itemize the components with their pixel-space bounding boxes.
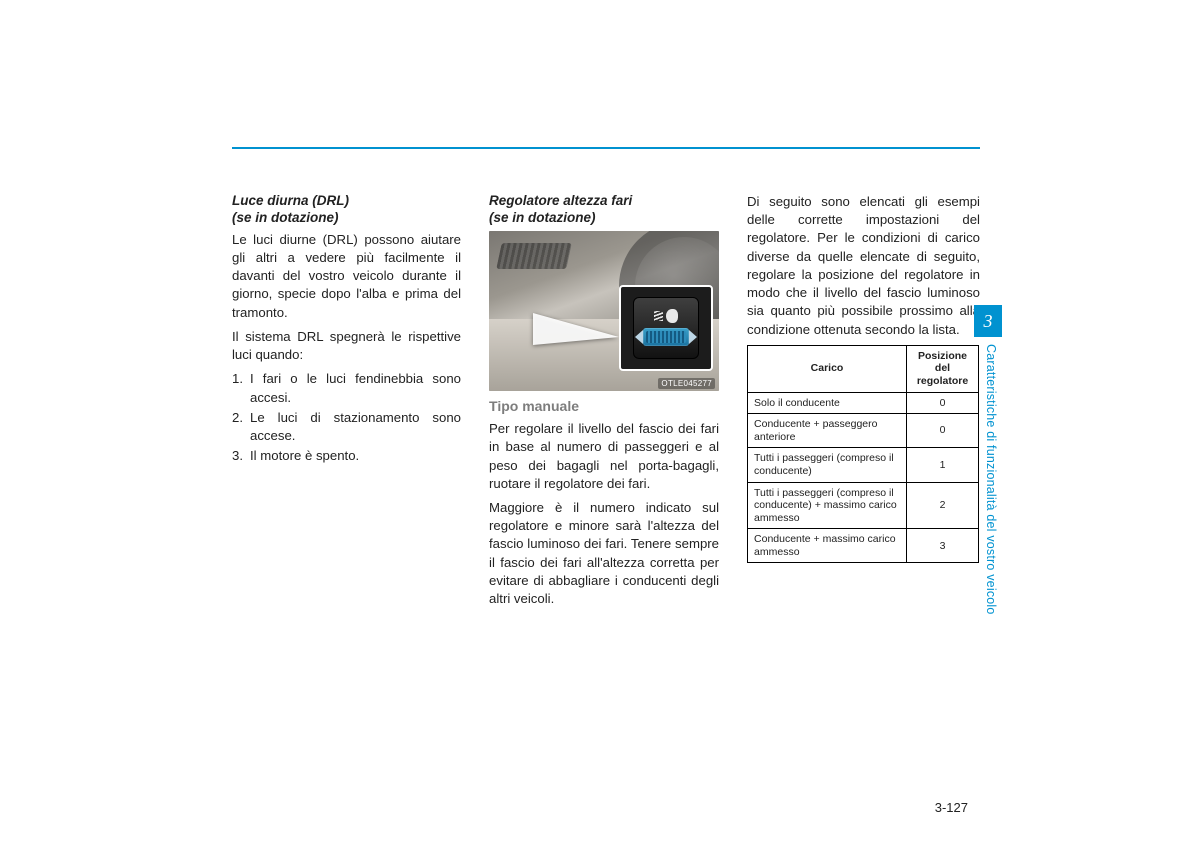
section-tab: 3: [974, 305, 1002, 337]
list-item: 3.Il motore è spento.: [246, 447, 461, 465]
cell-pos: 0: [907, 414, 979, 448]
cell-load: Solo il conducente: [748, 392, 907, 414]
switch-position-table: Carico Posizione del regolatore Solo il …: [747, 345, 979, 564]
cell-load: Tutti i passeggeri (compreso il conducen…: [748, 448, 907, 482]
table-row: Conducente + massimo carico ammesso 3: [748, 529, 979, 563]
numbered-list: 1.I fari o le luci fendinebbia sono acce…: [232, 370, 461, 465]
top-rule: [232, 147, 980, 149]
th-position: Posizione del regolatore: [907, 345, 979, 392]
callout-arrow-icon: [533, 313, 619, 345]
page-number: 3-127: [935, 800, 968, 815]
table-row: Tutti i passeggeri (compreso il conducen…: [748, 448, 979, 482]
table-header-row: Carico Posizione del regolatore: [748, 345, 979, 392]
image-caption: Tipo manuale: [489, 397, 719, 416]
th-load: Carico: [748, 345, 907, 392]
headlamp-icon: [654, 309, 678, 323]
heading-line: (se in dotazione): [489, 210, 596, 225]
heading-line: Regolatore altezza fari: [489, 193, 632, 208]
content-columns: Luce diurna (DRL) (se in dotazione) Le l…: [232, 193, 980, 614]
list-item: 2.Le luci di stazionamento sono accese.: [246, 409, 461, 445]
cell-pos: 1: [907, 448, 979, 482]
body-text: Maggiore è il numero indicato sul regola…: [489, 499, 719, 608]
cell-pos: 2: [907, 482, 979, 529]
list-item: 1.I fari o le luci fendinebbia sono acce…: [246, 370, 461, 406]
body-text: Le luci diurne (DRL) possono aiutare gli…: [232, 231, 461, 322]
cell-load: Conducente + passeggero anteriore: [748, 414, 907, 448]
body-text: Il sistema DRL spegnerà le rispettive lu…: [232, 328, 461, 364]
drl-heading: Luce diurna (DRL) (se in dotazione): [232, 193, 461, 227]
table-row: Tutti i passeggeri (compreso il conducen…: [748, 482, 979, 529]
control-inset: [619, 285, 713, 371]
table-row: Conducente + passeggero anteriore 0: [748, 414, 979, 448]
body-text: Di seguito sono elencati gli esempi dell…: [747, 193, 980, 339]
leveling-heading: Regolatore altezza fari (se in dotazione…: [489, 193, 719, 227]
leveling-wheel-icon: [643, 328, 689, 346]
image-code: OTLE045277: [658, 378, 715, 389]
list-text: Le luci di stazionamento sono accese.: [250, 410, 461, 443]
section-number: 3: [984, 311, 993, 332]
cell-load: Conducente + massimo carico ammesso: [748, 529, 907, 563]
heading-line: Luce diurna (DRL): [232, 193, 349, 208]
column-1: Luce diurna (DRL) (se in dotazione) Le l…: [232, 193, 461, 614]
dashboard-photo: OTLE045277: [489, 231, 719, 391]
column-3: Di seguito sono elencati gli esempi dell…: [747, 193, 980, 614]
section-label: Caratteristiche di funzionalità del vost…: [984, 344, 998, 615]
cell-pos: 3: [907, 529, 979, 563]
list-text: I fari o le luci fendinebbia sono accesi…: [250, 371, 461, 404]
heading-line: (se in dotazione): [232, 210, 339, 225]
cell-load: Tutti i passeggeri (compreso il conducen…: [748, 482, 907, 529]
body-text: Per regolare il livello del fascio dei f…: [489, 420, 719, 493]
column-2: Regolatore altezza fari (se in dotazione…: [489, 193, 719, 614]
table-row: Solo il conducente 0: [748, 392, 979, 414]
list-text: Il motore è spento.: [250, 448, 359, 463]
cell-pos: 0: [907, 392, 979, 414]
